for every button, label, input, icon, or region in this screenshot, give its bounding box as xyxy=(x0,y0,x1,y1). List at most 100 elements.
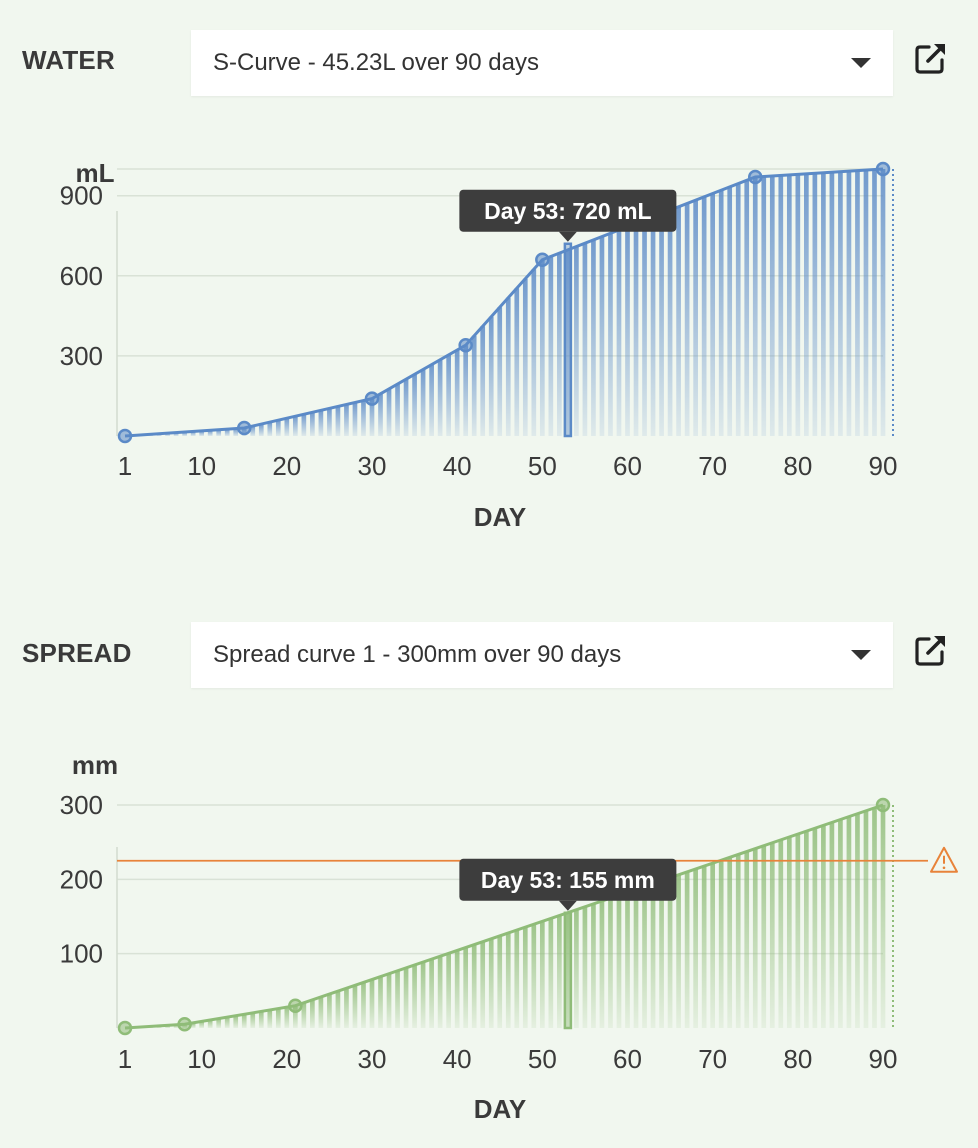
external-link-icon[interactable] xyxy=(913,40,949,76)
day-bar xyxy=(548,918,554,1028)
day-bar xyxy=(574,909,579,1028)
day-bar xyxy=(429,364,434,436)
tooltip-text: Day 53: 720 mL xyxy=(484,198,651,224)
day-bar xyxy=(386,388,392,436)
day-bar xyxy=(565,249,571,436)
day-bar xyxy=(769,842,775,1028)
day-bar xyxy=(650,883,656,1028)
day-bar xyxy=(880,805,886,1028)
day-bar xyxy=(608,233,613,436)
day-bar xyxy=(335,406,341,436)
day-bar xyxy=(676,206,681,436)
day-bar xyxy=(761,845,767,1028)
day-bar xyxy=(821,825,826,1028)
day-bar xyxy=(650,216,656,436)
day-bar xyxy=(224,1017,230,1028)
day-bar xyxy=(207,1019,213,1028)
x-tick-label: 10 xyxy=(187,451,216,481)
day-bar xyxy=(693,868,698,1028)
x-tick-label: 1 xyxy=(118,1044,132,1074)
spread-label: SPREAD xyxy=(22,638,132,668)
day-bar xyxy=(471,944,477,1028)
day-bar xyxy=(599,900,605,1028)
day-bar xyxy=(258,1011,264,1028)
x-tick-label: 80 xyxy=(783,451,812,481)
day-bar xyxy=(369,979,375,1028)
day-bar xyxy=(497,307,503,436)
y-tick-label: 300 xyxy=(60,341,103,371)
day-bar xyxy=(292,1005,298,1028)
x-tick-label: 40 xyxy=(443,451,472,481)
day-bar xyxy=(233,428,239,436)
day-bar xyxy=(642,886,647,1028)
day-bar xyxy=(361,400,366,436)
day-bar xyxy=(591,903,596,1028)
day-bar xyxy=(786,174,792,436)
day-bar xyxy=(642,220,647,436)
data-point xyxy=(747,169,763,185)
day-bar xyxy=(514,930,520,1028)
series-line xyxy=(124,803,884,1030)
day-bar xyxy=(804,831,809,1028)
day-bar xyxy=(420,369,426,436)
x-tick-label: 80 xyxy=(783,1044,812,1074)
day-bar xyxy=(463,345,469,436)
day-bar xyxy=(744,851,750,1028)
day-bar xyxy=(318,996,324,1028)
day-bar xyxy=(437,956,443,1028)
day-bar xyxy=(701,866,707,1028)
data-point xyxy=(288,998,303,1013)
day-bar xyxy=(625,892,630,1028)
day-bar xyxy=(395,384,400,436)
data-point xyxy=(177,1017,192,1032)
day-bar xyxy=(608,898,613,1028)
x-tick-label: 20 xyxy=(272,1044,301,1074)
day-bar xyxy=(557,253,562,436)
day-bar xyxy=(386,973,392,1028)
day-bar xyxy=(258,424,264,436)
day-bar xyxy=(846,171,852,437)
day-bar xyxy=(284,1007,290,1028)
day-bar xyxy=(574,246,579,436)
data-point xyxy=(458,337,473,353)
day-bar xyxy=(710,193,716,436)
day-bar xyxy=(420,962,426,1028)
data-point xyxy=(875,161,891,177)
day-bar xyxy=(522,278,528,436)
day-bar xyxy=(582,243,588,436)
x-tick-label: 20 xyxy=(272,451,301,481)
day-bar xyxy=(752,848,758,1028)
x-tick-label: 30 xyxy=(358,451,387,481)
x-tick-label: 70 xyxy=(698,451,727,481)
day-bar xyxy=(778,175,784,436)
day-bar xyxy=(505,932,511,1028)
day-bar xyxy=(667,877,673,1028)
y-tick-label: 100 xyxy=(60,939,103,969)
data-point xyxy=(364,391,380,406)
water-curve-select[interactable]: S-Curve - 45.23L over 90 days xyxy=(191,30,893,96)
day-bar xyxy=(327,994,332,1028)
y-tick-label: 900 xyxy=(60,181,103,211)
day-bar xyxy=(301,414,307,436)
day-bar xyxy=(318,410,324,436)
day-bar xyxy=(804,173,809,436)
day-bar xyxy=(165,1025,170,1028)
day-bar xyxy=(795,834,801,1028)
y-axis-label: mm xyxy=(72,750,118,780)
day-bar xyxy=(821,172,826,436)
caret-down-icon xyxy=(851,58,871,68)
day-bar xyxy=(437,359,443,436)
external-link-icon[interactable] xyxy=(913,632,949,668)
spread-curve-select[interactable]: Spread curve 1 - 300mm over 90 days xyxy=(191,622,893,688)
x-axis-label: DAY xyxy=(474,1094,527,1124)
caret-down-icon xyxy=(851,650,871,660)
day-bar xyxy=(684,871,690,1028)
day-bar xyxy=(812,828,818,1028)
day-bar xyxy=(693,200,698,436)
day-bar xyxy=(446,354,451,436)
day-bar xyxy=(710,863,716,1028)
day-bar xyxy=(761,176,767,436)
day-bar xyxy=(173,1024,179,1028)
day-bar xyxy=(812,173,818,436)
